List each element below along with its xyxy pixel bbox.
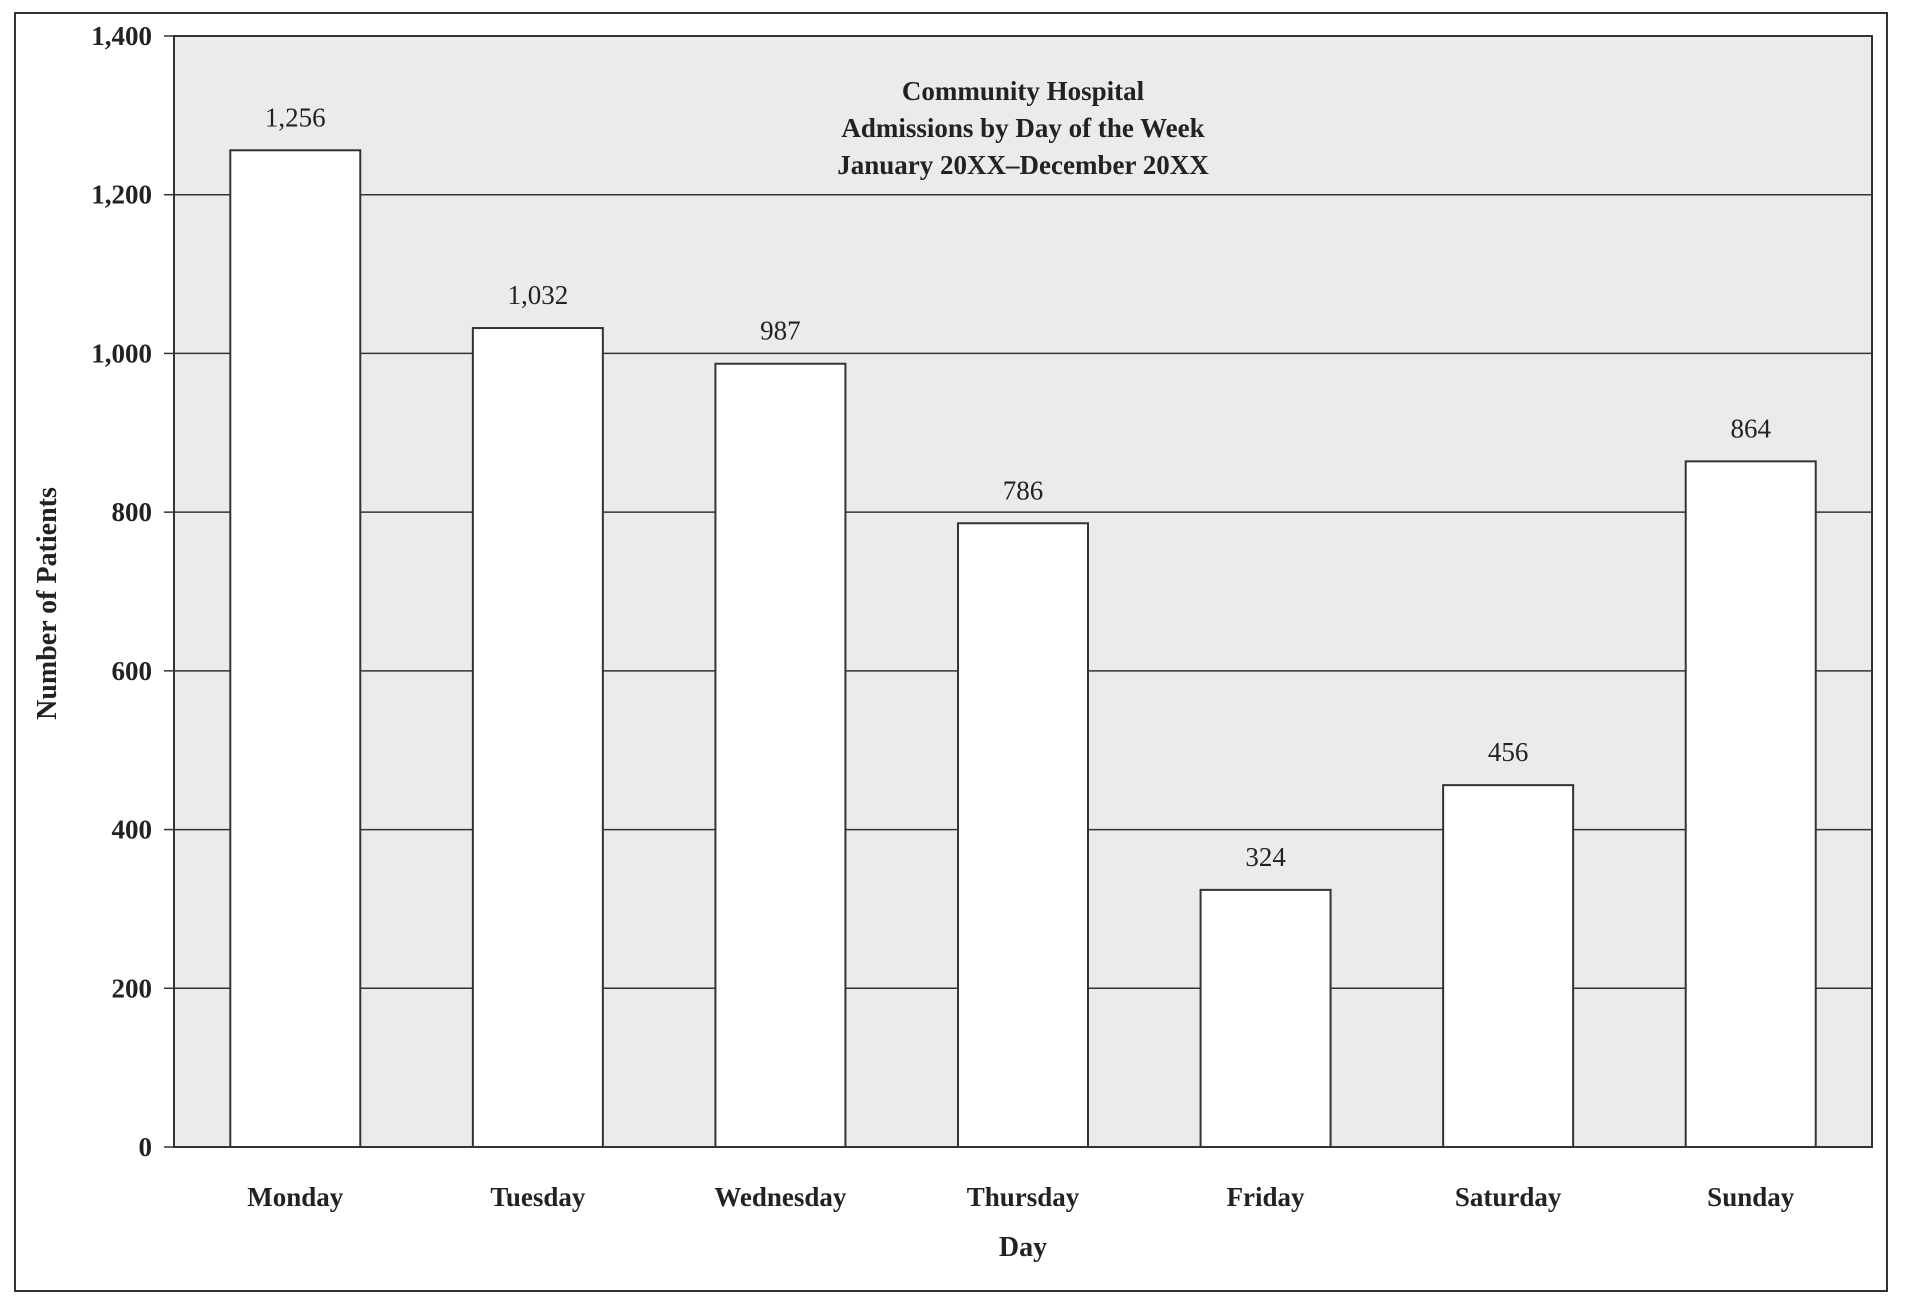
y-tick-label: 800	[112, 497, 153, 527]
x-category-label: Wednesday	[714, 1182, 847, 1212]
bar-monday	[229, 149, 362, 1148]
bar-friday	[1199, 888, 1332, 1149]
bar-sunday	[1684, 460, 1817, 1148]
data-labels: 1,256 1,032 987 786 324 456 864	[265, 102, 1772, 872]
y-tick-label: 0	[139, 1132, 153, 1162]
data-label: 324	[1245, 842, 1286, 872]
plot-border	[173, 35, 1873, 1148]
x-category-label: Tuesday	[490, 1182, 586, 1212]
y-tick-label: 400	[112, 815, 153, 845]
y-tick-label: 1,200	[91, 180, 152, 210]
y-tick-label: 200	[112, 973, 153, 1003]
bars	[229, 149, 1817, 1149]
data-label: 1,256	[265, 102, 326, 132]
x-axis-labels: Monday Tuesday Wednesday Thursday Friday Satu…	[247, 1182, 1794, 1212]
bar-thursday	[957, 522, 1089, 1148]
x-category-label: Friday	[1227, 1182, 1305, 1212]
y-tick-label: 1,000	[91, 338, 152, 368]
x-category-label: Monday	[247, 1182, 344, 1212]
x-category-label: Saturday	[1455, 1182, 1562, 1212]
chart-title-line-3: January 20XX–December 20XX	[837, 150, 1209, 180]
chart-title-line-1: Community Hospital	[902, 76, 1145, 106]
data-label: 1,032	[507, 280, 568, 310]
y-tick-label: 600	[112, 656, 153, 686]
chart-title-line-2: Admissions by Day of the Week	[841, 113, 1204, 143]
gridlines	[174, 193, 1872, 990]
y-tick-label: 1,400	[91, 21, 152, 51]
bar-tuesday	[471, 327, 604, 1148]
data-label: 456	[1488, 737, 1529, 767]
x-category-label: Thursday	[967, 1182, 1080, 1212]
x-category-label: Sunday	[1707, 1182, 1795, 1212]
bar-saturday	[1442, 784, 1575, 1148]
x-axis-title: Day	[999, 1232, 1047, 1263]
y-axis-title: Number of Patients	[32, 487, 63, 720]
data-label: 864	[1730, 413, 1771, 443]
bar-wednesday	[714, 362, 847, 1148]
data-label: 987	[760, 316, 801, 346]
chart-frame	[14, 12, 1888, 1292]
y-axis-ticks: 0 200 400 600 800 1,000 1,200 1,400	[91, 21, 174, 1162]
data-label: 786	[1003, 475, 1044, 505]
